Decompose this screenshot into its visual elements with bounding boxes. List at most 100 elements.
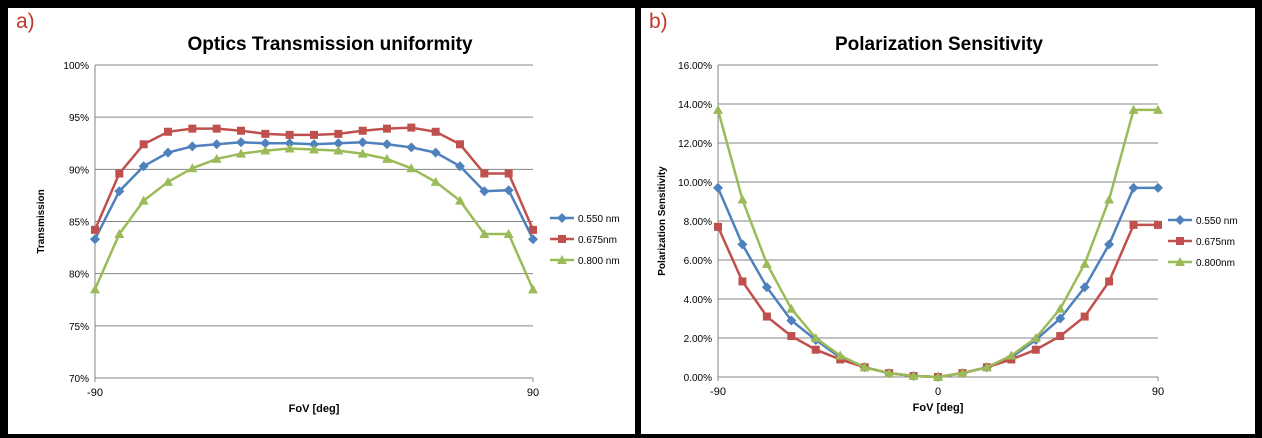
y-tick-label: 95% (69, 113, 89, 124)
data-point (187, 141, 198, 152)
data-point (1129, 220, 1138, 229)
y-tick-label: 8.00% (684, 217, 712, 228)
data-point (430, 147, 441, 158)
data-point (479, 186, 490, 197)
data-point (334, 129, 343, 138)
data-point (382, 139, 392, 150)
legend-label: 0.800nm (1196, 258, 1235, 269)
panel-a: a) Optics Transmission uniformity 70% 75% 8… (8, 8, 635, 434)
panel-letter-a: a) (16, 10, 35, 33)
legend-marker (557, 213, 567, 223)
x-tick-label: -90 (710, 386, 726, 398)
y-tick-label: 80% (69, 270, 89, 281)
data-point (1153, 182, 1163, 193)
data-point (811, 345, 820, 354)
data-point (1079, 282, 1090, 293)
chart-polarization: Polarization Sensitivity 0.00% 2.00% 4.00% 6… (657, 34, 1238, 414)
data-point (762, 312, 771, 321)
data-point (212, 124, 221, 133)
data-point (163, 147, 173, 158)
data-point (382, 153, 392, 163)
data-point (406, 163, 417, 173)
data-point (164, 127, 172, 136)
data-point (1055, 303, 1066, 313)
data-point (786, 315, 797, 326)
data-point (284, 143, 295, 153)
series-2 (90, 143, 538, 294)
legend-marker (1175, 257, 1185, 266)
data-point (333, 138, 344, 149)
data-point (310, 130, 318, 139)
y-tick-label: 100% (63, 61, 89, 72)
data-point (237, 126, 245, 135)
chart-title: Polarization Sensitivity (835, 34, 1043, 55)
data-point (455, 195, 465, 205)
series-line (716, 186, 1158, 379)
legend-entry: 0.800nm (1168, 257, 1235, 269)
data-point (138, 195, 149, 205)
data-point (455, 161, 465, 172)
data-point (309, 139, 319, 150)
data-point (957, 368, 968, 378)
data-point (1006, 350, 1017, 360)
data-point (1104, 194, 1115, 204)
legend-entry: 0.550 nm (1168, 215, 1238, 227)
data-point (406, 142, 417, 153)
data-point (737, 194, 748, 204)
data-point (163, 176, 173, 186)
data-point (1079, 258, 1090, 268)
data-point (91, 225, 99, 234)
data-point (1104, 239, 1115, 250)
data-point (115, 169, 124, 178)
series-0 (90, 137, 538, 245)
x-axis-label: FoV [deg] (289, 403, 340, 415)
data-point (114, 186, 125, 197)
panel-b: b) Polarization Sensitivity 0.00% 2.00% 4.0… (641, 8, 1255, 434)
legend-entry: 0.675nm (550, 235, 617, 246)
y-tick-label: 75% (69, 322, 89, 333)
series-0 (713, 182, 1163, 382)
data-point (1105, 277, 1114, 286)
data-point (480, 169, 489, 178)
data-point (713, 182, 723, 193)
data-point (211, 139, 222, 150)
y-tick-label: 2.00% (684, 334, 712, 345)
data-point (260, 138, 271, 149)
data-point (358, 126, 367, 135)
legend-label: 0.550 nm (578, 214, 620, 225)
data-point (138, 161, 149, 172)
data-point (114, 229, 125, 239)
chart-title: Optics Transmission uniformity (187, 34, 472, 55)
data-point (859, 362, 870, 372)
legend-entry: 0.800 nm (550, 255, 620, 267)
data-point (981, 362, 992, 372)
data-point (285, 130, 294, 139)
data-point (357, 137, 368, 148)
data-point (714, 222, 722, 231)
y-tick-label: 14.00% (678, 100, 712, 111)
legend-label: 0.675nm (578, 235, 617, 246)
data-point (504, 169, 513, 178)
y-tick-label: 0.00% (684, 373, 712, 384)
series-1 (91, 123, 537, 234)
data-point (1153, 104, 1163, 114)
data-point (284, 138, 295, 149)
x-tick-label: 90 (527, 387, 539, 399)
data-point (211, 153, 222, 163)
x-tick-label: -90 (87, 387, 103, 399)
data-point (810, 333, 821, 342)
data-point (761, 258, 772, 268)
series-line (93, 140, 535, 240)
data-point (383, 124, 391, 133)
y-tick-label: 85% (69, 218, 89, 229)
data-point (908, 371, 919, 381)
data-point (456, 140, 464, 149)
data-point (1154, 220, 1162, 229)
data-point (713, 104, 723, 114)
data-point (90, 234, 100, 245)
data-point (236, 148, 246, 158)
data-point (431, 127, 440, 136)
y-tick-label: 10.00% (678, 178, 712, 189)
data-point (407, 123, 416, 132)
data-point (187, 163, 198, 173)
